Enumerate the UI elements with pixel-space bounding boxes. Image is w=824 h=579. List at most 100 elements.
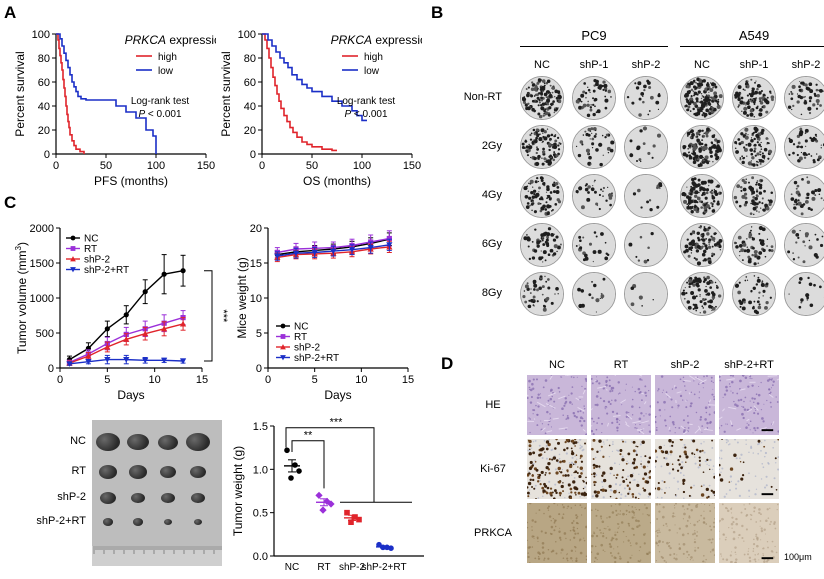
tvol-x-tick-label: 0 xyxy=(57,374,63,386)
undefined xyxy=(70,246,76,251)
colony-dish xyxy=(784,174,824,218)
os-y-tick-label: 100 xyxy=(238,29,256,41)
tumor xyxy=(129,465,147,479)
panel-label-b: B xyxy=(431,3,444,22)
pfs-y-tick-label: 100 xyxy=(32,29,50,41)
km-chart-pfs: 0 50 100 150 0 20 40 60 80 100 PFS (months) Percent… xyxy=(13,29,216,188)
pfs-x-tick-label: 0 xyxy=(53,160,59,172)
os-legend-low: low xyxy=(364,66,380,77)
os-pvalue: P < 0.001 xyxy=(344,109,388,120)
tvol-point xyxy=(161,357,168,364)
colony-dish xyxy=(520,125,564,169)
tvol-point xyxy=(180,268,186,274)
colony-dish xyxy=(732,223,776,267)
mweight-y-tick-label: 15 xyxy=(250,258,262,270)
ihc-image xyxy=(654,438,716,500)
ihc-image xyxy=(590,438,652,500)
tumor xyxy=(103,518,113,526)
tweight-point xyxy=(319,506,327,514)
group-label-a549: A549 xyxy=(738,28,770,43)
mweight-point xyxy=(367,245,374,251)
pfs-x-label: PFS (months) xyxy=(94,174,168,188)
colony-dish xyxy=(732,174,776,218)
tumor-row-label: shP-2 xyxy=(57,491,86,503)
tumor-photo: NC RT shP-2 shP-2+RT xyxy=(12,418,224,568)
colony-dish xyxy=(520,223,564,267)
panel-label-c: C xyxy=(4,193,17,212)
colony-dish xyxy=(572,223,616,267)
colony-dish xyxy=(680,272,724,316)
tvol-legend-NC: NC xyxy=(84,234,98,245)
tumor xyxy=(133,518,143,526)
ihc-image xyxy=(590,374,652,436)
mweight-y-label: Mice weight (g) xyxy=(236,257,249,338)
mweight-x-tick-label: 0 xyxy=(265,374,271,386)
mweight-y-tick-label: 20 xyxy=(250,223,262,235)
group-bar xyxy=(520,46,668,47)
colony-dish xyxy=(624,125,668,169)
pfs-y-tick-label: 20 xyxy=(38,125,50,137)
pfs-series-low xyxy=(56,33,157,154)
tweight-sig-triple: *** xyxy=(330,417,344,429)
os-title: PRKCA expression xyxy=(331,33,422,47)
ihc-row-label: HE xyxy=(485,399,501,411)
tvol-point xyxy=(85,352,92,359)
tumor xyxy=(131,492,145,504)
tvol-point xyxy=(161,325,168,332)
pfs-series-high xyxy=(56,33,85,154)
mweight-x-tick-label: 15 xyxy=(402,374,414,386)
tvol-point xyxy=(123,312,129,318)
tweight-y-tick-label: 1.5 xyxy=(253,421,268,433)
tweight-y-tick-label: 1.0 xyxy=(253,464,268,476)
os-x-tick-label: 0 xyxy=(259,160,265,172)
ihc-column-label: NC xyxy=(549,359,565,371)
tvol-point xyxy=(104,357,111,363)
tvol-y-tick-label: 1500 xyxy=(30,258,54,270)
column-label: shP-1 xyxy=(579,59,609,71)
group-bar xyxy=(680,46,824,47)
column-label: NC xyxy=(694,59,710,71)
os-y-tick-label: 20 xyxy=(244,125,256,137)
pfs-y-tick-label: 60 xyxy=(38,77,50,89)
ihc-column-label: shP-2+RT xyxy=(724,359,774,371)
column-label: shP-2 xyxy=(791,59,821,71)
os-y-tick-label: 80 xyxy=(244,53,256,65)
ihc-column-label: RT xyxy=(613,359,629,371)
tumor-row-label: shP-2+RT xyxy=(36,515,86,527)
tweight-x-tick-label: NC xyxy=(285,562,299,573)
pfs-x-tick-label: 150 xyxy=(197,160,215,172)
pfs-title: PRKCA expression xyxy=(125,33,216,47)
tvol-y-tick-label: 2000 xyxy=(30,223,54,235)
tumor xyxy=(160,466,176,478)
ihc-image xyxy=(526,438,588,500)
colony-dish xyxy=(784,223,824,267)
mweight-legend-shP-2+RT: shP-2+RT xyxy=(294,353,339,364)
tvol-point xyxy=(179,358,187,365)
pfs-y-tick-label: 0 xyxy=(44,149,50,161)
colony-dish xyxy=(520,174,564,218)
tvol-point xyxy=(179,320,187,327)
tvol-y-label: Tumor volume (mm3) xyxy=(14,242,29,354)
column-label: shP-2 xyxy=(631,59,661,71)
tvol-y-tick-label: 500 xyxy=(36,328,54,340)
colony-dish xyxy=(732,76,776,120)
mweight-x-tick-label: 10 xyxy=(355,374,367,386)
column-label: NC xyxy=(534,59,550,71)
tvol-point xyxy=(85,359,92,365)
undefined xyxy=(280,334,286,339)
tumor xyxy=(190,466,206,478)
tweight-y-label: Tumor weight (g) xyxy=(231,446,245,536)
tumor xyxy=(186,433,210,451)
tumor xyxy=(161,492,175,504)
tumor-row-label: RT xyxy=(71,465,86,477)
undefined xyxy=(280,344,286,350)
ihc-image xyxy=(718,374,780,436)
tumor xyxy=(100,492,116,504)
tvol-x-tick-label: 10 xyxy=(149,374,161,386)
tumor-volume-chart: 0 5 10 15 0 500 1000 1500 2000 Days NCRTshP-2shP-2… xyxy=(14,223,228,402)
pfs-legend-low: low xyxy=(158,66,174,77)
tumor xyxy=(99,465,117,479)
os-x-label: OS (months) xyxy=(303,174,371,188)
scale-bar xyxy=(761,493,774,496)
